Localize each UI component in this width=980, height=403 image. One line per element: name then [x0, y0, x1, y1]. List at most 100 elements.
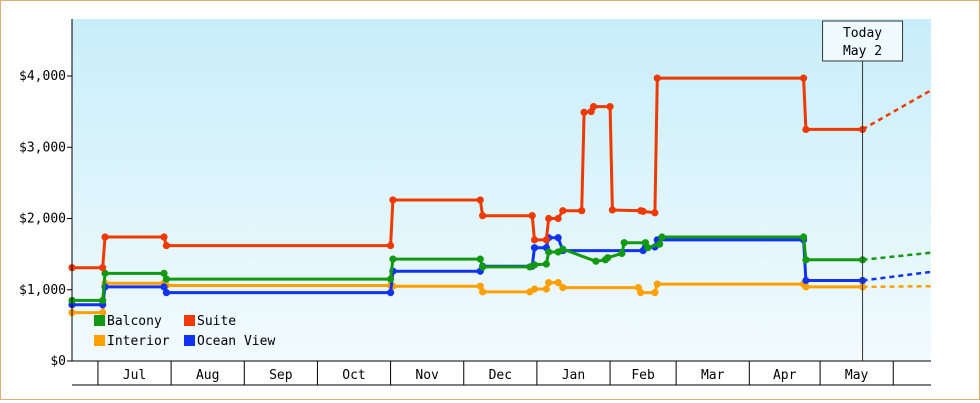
data-point: [559, 284, 567, 292]
data-point: [162, 241, 170, 250]
data-point: [618, 249, 626, 258]
data-point: [162, 275, 170, 283]
data-point: [160, 283, 168, 291]
x-tick-label: Feb: [631, 368, 655, 383]
legend-swatch: [184, 315, 195, 326]
data-point: [620, 239, 628, 247]
data-point: [101, 269, 109, 277]
legend-label: Ocean View: [197, 334, 275, 349]
data-point: [528, 212, 536, 220]
y-tick-label: $4,000: [19, 69, 66, 84]
data-point: [799, 74, 808, 82]
x-tick-label: Aug: [196, 368, 219, 383]
data-point: [160, 233, 168, 241]
projection-layer: [861, 89, 932, 289]
data-point: [101, 233, 109, 241]
data-point: [592, 257, 600, 265]
x-tick-label: Dec: [489, 368, 512, 383]
data-point: [542, 236, 550, 244]
x-tick-label: Mar: [701, 368, 725, 383]
data-point: [802, 283, 810, 291]
data-point: [802, 276, 810, 285]
x-tick-label: Jul: [123, 368, 146, 383]
today-label-box: [822, 20, 904, 62]
data-point: [578, 207, 586, 215]
data-point: [479, 288, 487, 296]
data-point: [530, 244, 539, 252]
data-point: [653, 74, 661, 82]
series-line: [72, 76, 863, 270]
x-tick-label: Sep: [269, 368, 293, 383]
data-point: [389, 255, 397, 263]
data-point: [476, 196, 484, 204]
data-point: [545, 279, 553, 287]
y-tick-label: $1,000: [19, 283, 66, 298]
data-point: [639, 207, 647, 215]
data-point: [389, 196, 397, 204]
data-point: [802, 256, 810, 264]
data-point: [644, 244, 652, 252]
data-point: [606, 103, 614, 111]
data-point: [530, 236, 539, 244]
data-point: [530, 261, 539, 269]
data-point: [479, 263, 487, 271]
x-tick-label: Apr: [773, 368, 797, 383]
series-projection: [862, 270, 932, 282]
data-point: [476, 255, 484, 263]
data-point: [604, 254, 612, 262]
legend-swatch: [184, 335, 195, 346]
y-tick-label: $0: [50, 354, 66, 369]
legend-swatch: [94, 335, 105, 346]
data-point: [653, 280, 661, 288]
series-projection: [861, 89, 932, 131]
today-marker: Today May 2: [822, 20, 904, 361]
data-point: [545, 214, 553, 223]
x-tick-label: Nov: [415, 368, 439, 383]
x-tick-label: Oct: [342, 368, 365, 383]
data-point: [545, 248, 553, 256]
axis-layer: $0 $1,000 $2,000 $3,000 $4,000 Jul Aug Sep Oct No…: [19, 19, 931, 386]
data-point: [559, 245, 567, 253]
legend-label: Suite: [197, 314, 236, 329]
legend: Balcony Suite Interior Ocean View: [94, 314, 275, 349]
data-point: [386, 275, 395, 283]
data-point: [162, 289, 170, 297]
legend-label: Interior: [107, 334, 170, 349]
series-layer: [68, 74, 867, 317]
data-point: [559, 207, 567, 215]
data-point: [608, 206, 617, 214]
data-point: [589, 103, 598, 111]
data-point: [651, 209, 659, 217]
data-point: [554, 234, 562, 242]
y-tick-label: $2,000: [19, 212, 66, 227]
data-point: [386, 241, 395, 250]
legend-swatch: [94, 315, 105, 326]
today-label-line1: Today: [843, 26, 882, 41]
data-point: [554, 214, 562, 223]
series-projection: [862, 284, 932, 289]
data-point: [99, 308, 107, 317]
data-point: [656, 240, 664, 248]
y-tick-label: $3,000: [19, 140, 66, 155]
x-tick-label: Jan: [562, 368, 585, 383]
today-label-line2: May 2: [843, 44, 882, 59]
data-point: [580, 108, 588, 116]
data-point: [99, 264, 107, 272]
data-point: [476, 282, 484, 290]
data-point: [651, 289, 659, 297]
data-point: [799, 233, 808, 241]
data-point: [386, 289, 395, 297]
data-point: [542, 260, 550, 268]
data-point: [637, 289, 645, 297]
data-point: [530, 285, 539, 293]
data-point: [160, 269, 168, 277]
plot-background: [72, 19, 931, 361]
legend-label: Balcony: [107, 314, 162, 329]
series-projection: [862, 251, 932, 262]
x-tick-label: May: [845, 368, 869, 383]
data-point: [479, 212, 487, 220]
data-point: [99, 296, 107, 305]
data-point: [542, 285, 550, 293]
